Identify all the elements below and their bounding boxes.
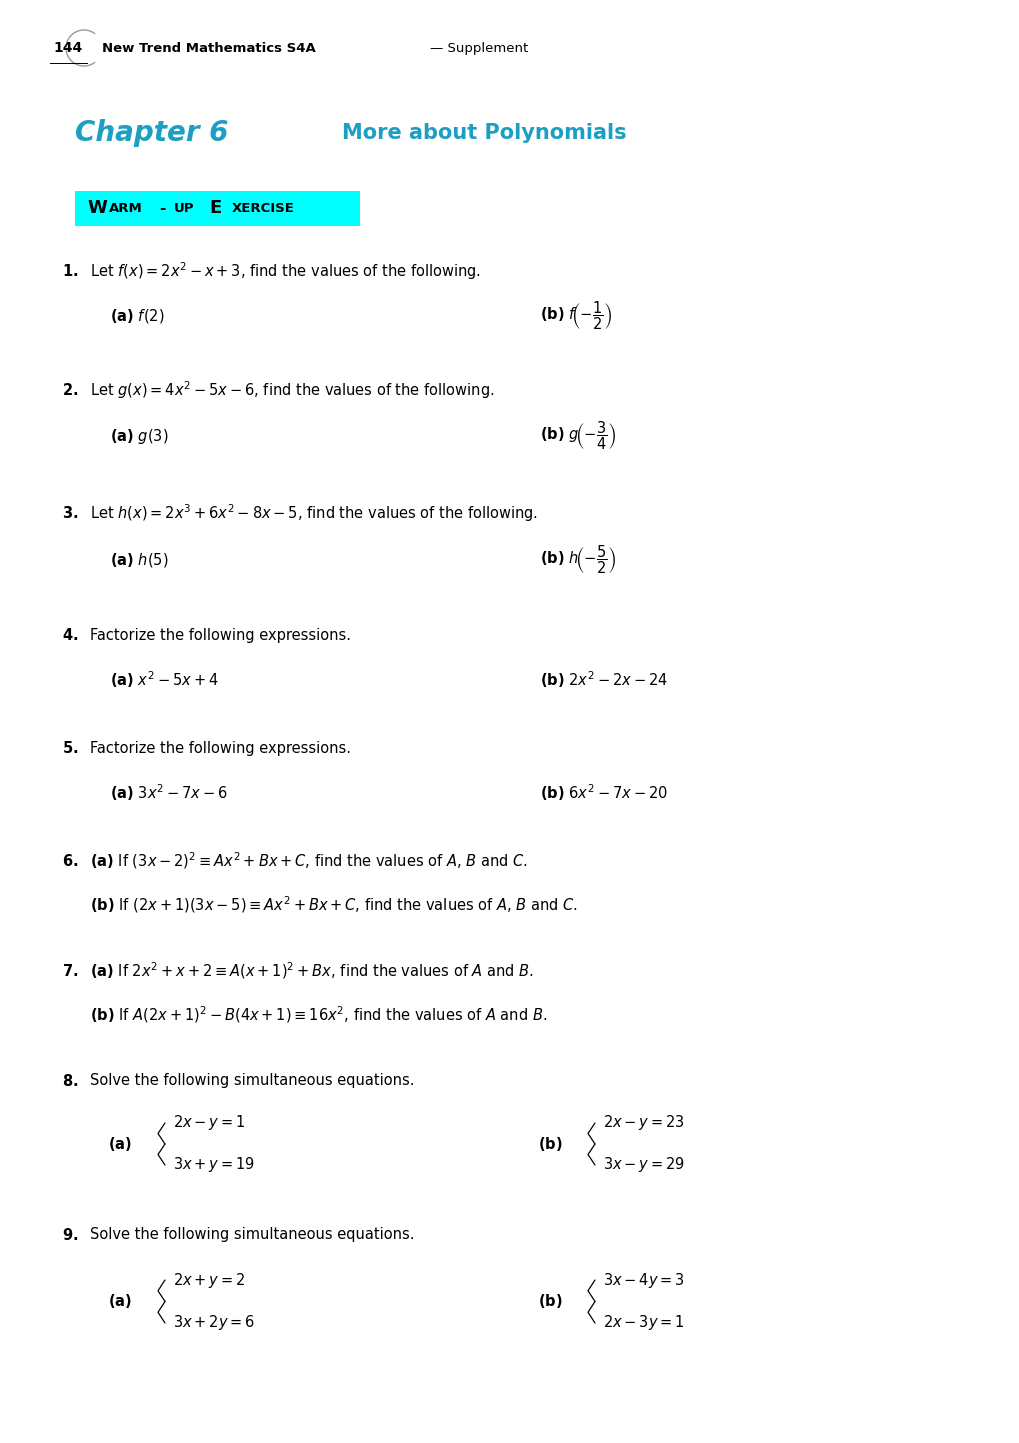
Text: Chapter 6: Chapter 6: [75, 118, 228, 147]
Text: $\mathbf{(b)}\ 2x^2 - 2x - 24$: $\mathbf{(b)}\ 2x^2 - 2x - 24$: [539, 670, 667, 690]
Text: $\mathbf{(b)}\ 6x^2 - 7x - 20$: $\mathbf{(b)}\ 6x^2 - 7x - 20$: [539, 782, 667, 804]
Text: $\mathbf{5.}$: $\mathbf{5.}$: [62, 740, 78, 756]
Text: $\mathbf{9.}$: $\mathbf{9.}$: [62, 1227, 78, 1242]
Text: $\mathbf{(a)}$ If $(3x - 2)^2 \equiv Ax^2 + Bx + C$, find the values of $A$, $B$: $\mathbf{(a)}$ If $(3x - 2)^2 \equiv Ax^…: [90, 851, 527, 872]
Text: $\mathbf{6.}$: $\mathbf{6.}$: [62, 853, 78, 869]
Text: -: -: [159, 201, 165, 215]
Text: Solve the following simultaneous equations.: Solve the following simultaneous equatio…: [90, 1074, 414, 1088]
Text: $3x + 2y = 6$: $3x + 2y = 6$: [173, 1313, 255, 1332]
Text: UP: UP: [174, 202, 195, 215]
Text: $2x - y = 23$: $2x - y = 23$: [602, 1114, 684, 1133]
Text: $2x + y = 2$: $2x + y = 2$: [173, 1270, 246, 1290]
Text: W: W: [87, 199, 107, 216]
Text: $\mathbf{(a)}\ h(5)$: $\mathbf{(a)}\ h(5)$: [110, 551, 168, 569]
Text: New Trend Mathematics S4A: New Trend Mathematics S4A: [102, 42, 316, 55]
Text: Factorize the following expressions.: Factorize the following expressions.: [90, 628, 351, 642]
Text: $\mathbf{(b)}$ If $A(2x + 1)^2 - B(4x + 1) \equiv 16x^2$, find the values of $A$: $\mathbf{(b)}$ If $A(2x + 1)^2 - B(4x + …: [90, 1004, 546, 1026]
Text: Let $g(x) = 4x^2 - 5x - 6$, find the values of the following.: Let $g(x) = 4x^2 - 5x - 6$, find the val…: [90, 380, 494, 401]
Text: $\mathbf{1.}$: $\mathbf{1.}$: [62, 263, 78, 278]
Text: — Supplement: — Supplement: [430, 42, 528, 55]
Text: $\mathbf{(b)}\ g\!\left(-\dfrac{3}{4}\right)$: $\mathbf{(b)}\ g\!\left(-\dfrac{3}{4}\ri…: [539, 420, 615, 452]
Text: $\mathbf{(a)}$: $\mathbf{(a)}$: [108, 1136, 131, 1153]
Text: $\mathbf{(b)}$ If $(2x + 1)(3x - 5) \equiv Ax^2 + Bx + C$, find the values of $A: $\mathbf{(b)}$ If $(2x + 1)(3x - 5) \equ…: [90, 895, 577, 915]
Text: $\mathbf{7.}$: $\mathbf{7.}$: [62, 962, 78, 978]
FancyBboxPatch shape: [75, 190, 360, 225]
Text: E: E: [209, 199, 221, 216]
Text: $\mathbf{3.}$: $\mathbf{3.}$: [62, 505, 78, 521]
Text: $3x - y = 29$: $3x - y = 29$: [602, 1156, 684, 1175]
Text: Let $h(x) = 2x^3 + 6x^2 - 8x - 5$, find the values of the following.: Let $h(x) = 2x^3 + 6x^2 - 8x - 5$, find …: [90, 502, 538, 524]
Text: More about Polynomials: More about Polynomials: [341, 123, 626, 143]
Text: $\mathbf{(a)}$: $\mathbf{(a)}$: [108, 1293, 131, 1310]
Text: Factorize the following expressions.: Factorize the following expressions.: [90, 740, 351, 756]
Text: ARM: ARM: [109, 202, 143, 215]
Text: $\mathbf{8.}$: $\mathbf{8.}$: [62, 1074, 78, 1089]
Text: $2x - y = 1$: $2x - y = 1$: [173, 1114, 246, 1133]
Text: $\mathbf{(a)}\ f(2)$: $\mathbf{(a)}\ f(2)$: [110, 307, 164, 325]
Text: $\mathbf{4.}$: $\mathbf{4.}$: [62, 628, 78, 644]
Text: $\mathbf{(b)}$: $\mathbf{(b)}$: [537, 1136, 561, 1153]
Text: $\mathbf{(a)}\ x^2 - 5x + 4$: $\mathbf{(a)}\ x^2 - 5x + 4$: [110, 670, 218, 690]
Text: Let $f(x) = 2x^2 - x + 3$, find the values of the following.: Let $f(x) = 2x^2 - x + 3$, find the valu…: [90, 260, 481, 281]
Text: $\mathbf{(b)}$: $\mathbf{(b)}$: [537, 1293, 561, 1310]
Text: $3x + y = 19$: $3x + y = 19$: [173, 1156, 255, 1175]
Text: $\mathbf{2.}$: $\mathbf{2.}$: [62, 382, 78, 398]
Text: 144: 144: [53, 40, 83, 55]
Text: $\mathbf{(a)}$ If $2x^2 + x + 2 \equiv A(x + 1)^2 + Bx$, find the values of $A$ : $\mathbf{(a)}$ If $2x^2 + x + 2 \equiv A…: [90, 961, 533, 981]
Text: $\mathbf{(b)}\ h\!\left(-\dfrac{5}{2}\right)$: $\mathbf{(b)}\ h\!\left(-\dfrac{5}{2}\ri…: [539, 544, 615, 576]
Text: $\mathbf{(b)}\ f\!\left(-\dfrac{1}{2}\right)$: $\mathbf{(b)}\ f\!\left(-\dfrac{1}{2}\ri…: [539, 300, 611, 332]
Text: $3x - 4y = 3$: $3x - 4y = 3$: [602, 1270, 684, 1290]
Text: $\mathbf{(a)}\ g(3)$: $\mathbf{(a)}\ g(3)$: [110, 427, 168, 446]
Text: XERCISE: XERCISE: [231, 202, 294, 215]
Text: $\mathbf{(a)}\ 3x^2 - 7x - 6$: $\mathbf{(a)}\ 3x^2 - 7x - 6$: [110, 782, 227, 804]
Text: Solve the following simultaneous equations.: Solve the following simultaneous equatio…: [90, 1228, 414, 1242]
Text: $2x - 3y = 1$: $2x - 3y = 1$: [602, 1313, 684, 1332]
